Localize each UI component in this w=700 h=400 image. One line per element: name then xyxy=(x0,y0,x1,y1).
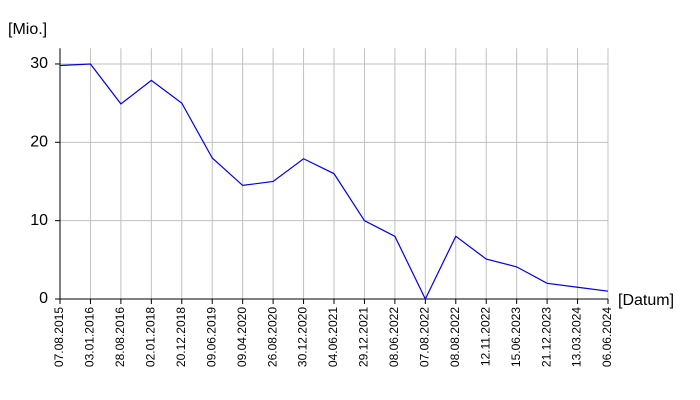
x-tick-label: 29.12.2021 xyxy=(357,307,371,367)
x-tick-label: 07.08.2015 xyxy=(52,307,66,367)
x-tick-label: 15.06.2023 xyxy=(509,307,523,367)
x-tick-label: 08.06.2022 xyxy=(387,307,401,367)
x-tick-label: 04.06.2021 xyxy=(326,307,340,367)
x-tick-label: 20.12.2018 xyxy=(174,307,188,367)
x-tick-label: 06.06.2024 xyxy=(600,307,614,367)
x-tick-label: 21.12.2023 xyxy=(539,307,553,367)
x-tick-label: 07.08.2022 xyxy=(418,307,432,367)
x-tick-label: 03.01.2016 xyxy=(83,307,97,367)
x-tick-label: 28.08.2016 xyxy=(113,307,127,367)
x-tick-label: 02.01.2018 xyxy=(144,307,158,367)
y-tick-label: 30 xyxy=(30,55,48,72)
y-tick-label: 0 xyxy=(39,290,48,307)
x-tick-label: 08.08.2022 xyxy=(448,307,462,367)
x-tick-label: 09.04.2020 xyxy=(235,307,249,367)
x-tick-label: 26.08.2020 xyxy=(265,307,279,367)
y-axis-label: [Mio.] xyxy=(8,21,47,38)
x-tick-label: 12.11.2022 xyxy=(478,307,492,366)
y-tick-label: 20 xyxy=(30,134,48,151)
x-axis-label: [Datum] xyxy=(618,292,674,309)
x-tick-label: 13.03.2024 xyxy=(570,307,584,367)
x-tick-label: 09.06.2019 xyxy=(204,307,218,367)
x-tick-label: 30.12.2020 xyxy=(296,307,310,367)
y-tick-label: 10 xyxy=(30,212,48,229)
data-line xyxy=(59,63,609,301)
